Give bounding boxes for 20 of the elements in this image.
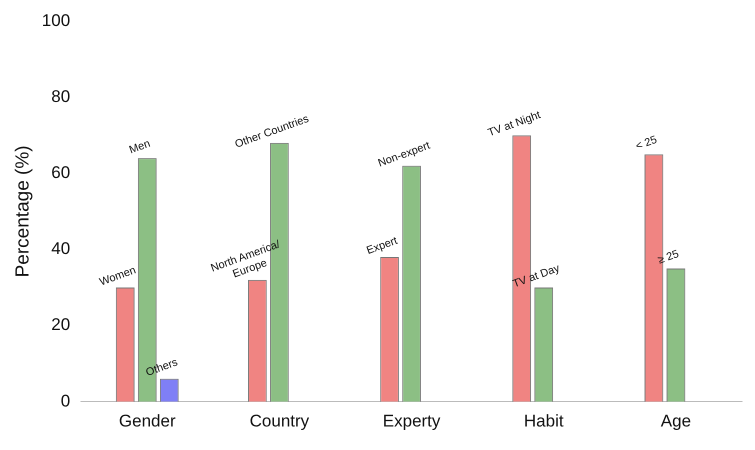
data-label: Expert [365, 234, 400, 257]
data-label: Men [128, 138, 152, 156]
data-label: < 25 [634, 134, 659, 153]
y-tick-label: 0 [60, 391, 70, 410]
y-tick-label: 80 [51, 86, 70, 106]
y-tick-label: 60 [51, 163, 70, 182]
x-tick-label: Age [660, 411, 692, 430]
x-tick-label: Country [250, 411, 310, 430]
y-axis-title: Percentage (%) [12, 145, 34, 278]
x-tick-label: Experty [382, 411, 441, 430]
data-label: TV at Night [486, 109, 542, 140]
data-label: TV at Day [511, 262, 562, 290]
y-tick-label: 40 [51, 239, 70, 258]
data-label: ≥ 25 [656, 248, 680, 267]
data-label: Women [98, 264, 138, 288]
y-tick-label: 100 [42, 10, 70, 30]
y-tick-label: 20 [51, 315, 70, 334]
x-tick-label: Gender [118, 411, 176, 430]
x-tick-label: Habit [524, 411, 564, 430]
data-label: Others [144, 356, 180, 379]
